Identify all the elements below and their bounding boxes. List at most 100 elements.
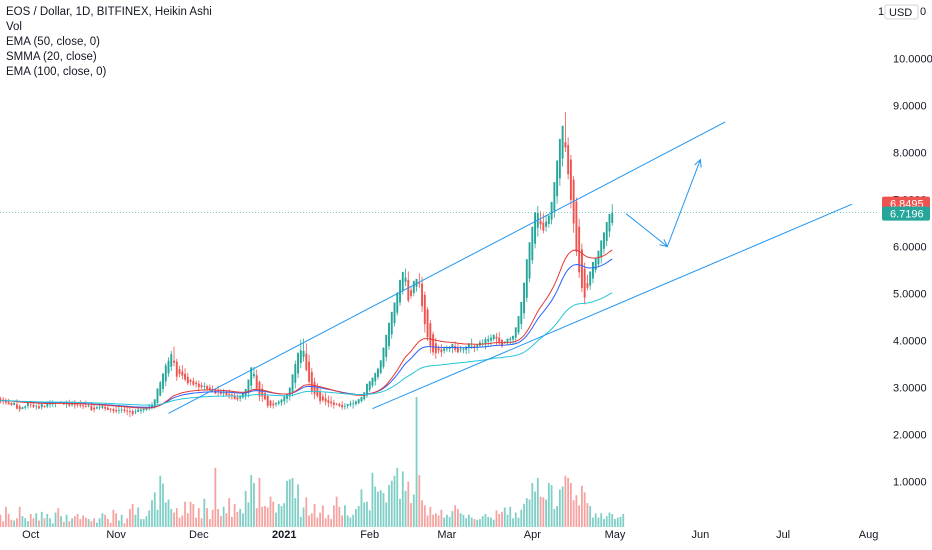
volume-bar (589, 506, 592, 527)
candle-body (586, 283, 589, 288)
candle-body (192, 380, 195, 385)
candle (578, 218, 581, 278)
candle-body (512, 335, 514, 340)
volume-bar (498, 514, 501, 527)
volume-bar (379, 490, 382, 527)
plot-background[interactable] (0, 0, 878, 528)
candle-body (335, 403, 338, 405)
volume-bar (98, 518, 101, 527)
candle-body (456, 348, 459, 353)
candle-body (269, 400, 272, 406)
volume-bar (129, 508, 131, 527)
candle-body (346, 403, 349, 406)
candle (432, 331, 435, 356)
candle-body (531, 226, 534, 261)
volume-bar (355, 508, 357, 527)
candle (120, 406, 123, 413)
volume-bar (448, 516, 451, 527)
volume-bar (569, 482, 572, 527)
arrow-4[interactable] (666, 158, 702, 247)
candle-body (467, 343, 470, 349)
candle-body (385, 334, 388, 357)
candle-body (379, 360, 382, 373)
legend-smma20[interactable]: SMMA (20, close) (6, 51, 97, 63)
volume-bar (558, 489, 561, 527)
candle (349, 400, 352, 407)
candle-body (341, 404, 344, 408)
volume-bar (525, 498, 528, 527)
candle (32, 403, 35, 409)
candle-body (206, 386, 209, 389)
volume-bar (0, 514, 2, 527)
candle-body (104, 406, 107, 409)
volume-bar (54, 512, 57, 527)
candle-body (151, 404, 153, 408)
candle (445, 345, 448, 352)
candle-body (305, 353, 308, 371)
candle-body (308, 361, 311, 382)
candle-body (611, 212, 614, 223)
volume-bar (445, 514, 448, 527)
candle-body (578, 226, 581, 273)
candle (175, 358, 178, 381)
candle-body (43, 405, 46, 408)
candle (134, 409, 137, 415)
candle (178, 365, 181, 378)
legend-vol[interactable]: Vol (6, 21, 22, 33)
volume-bar (104, 514, 107, 527)
volume-bar (148, 510, 151, 527)
trendline-2[interactable] (372, 203, 853, 410)
candle (534, 212, 537, 249)
volume-bar (371, 472, 374, 527)
volume-bar (451, 511, 454, 527)
time-axis[interactable]: Oct Nov Dec 2021 Feb Mar Apr May Jun Jul Aug (22, 529, 878, 541)
candle (525, 259, 528, 302)
volume-bar (186, 513, 189, 527)
candle-body (253, 373, 255, 377)
volume-bar (167, 499, 170, 527)
candle (338, 402, 341, 408)
candle-body (539, 220, 542, 225)
volume-bar (429, 506, 432, 527)
legend-ema50[interactable]: EMA (50, close, 0) (6, 36, 100, 48)
volume-bar (490, 517, 492, 527)
candle-body (164, 365, 167, 382)
candle-body (112, 409, 115, 411)
candle-body (18, 406, 21, 410)
volume-bar (457, 508, 459, 527)
volume-bar (501, 511, 503, 527)
candle-body (492, 334, 495, 340)
legend-title[interactable]: EOS / Dollar, 1D, BITFINEX, Heikin Ashi (6, 6, 212, 18)
currency-label[interactable]: 1 USD 0 (878, 4, 926, 20)
volume-bar (572, 500, 575, 527)
candle (545, 215, 548, 232)
candle-body (324, 398, 327, 402)
candle-body (415, 278, 418, 287)
candle-body (514, 327, 517, 338)
candle-body (564, 142, 567, 148)
volume-bar (175, 508, 178, 527)
volume-bar (239, 508, 242, 527)
volume-bar (228, 498, 231, 527)
candle-body (280, 399, 283, 403)
candle (520, 301, 523, 330)
candle-body (330, 401, 333, 404)
candle (547, 215, 550, 228)
trendline-1[interactable] (168, 121, 726, 414)
volume-bar (32, 518, 35, 527)
legend-ema100[interactable]: EMA (100, close, 0) (6, 66, 107, 78)
plot-area[interactable] (0, 0, 878, 528)
volume-bar (5, 506, 7, 527)
candle-body (288, 387, 291, 397)
candle-body (225, 392, 228, 396)
candle-body (109, 408, 112, 410)
volume-bar (49, 518, 51, 527)
candle-body (120, 409, 123, 411)
volume-bar (377, 491, 379, 527)
volume-bar (310, 513, 313, 527)
currency-suffix: 0 (920, 6, 926, 18)
candle-body (297, 352, 299, 374)
candle (128, 406, 131, 418)
candle-body (128, 411, 131, 412)
